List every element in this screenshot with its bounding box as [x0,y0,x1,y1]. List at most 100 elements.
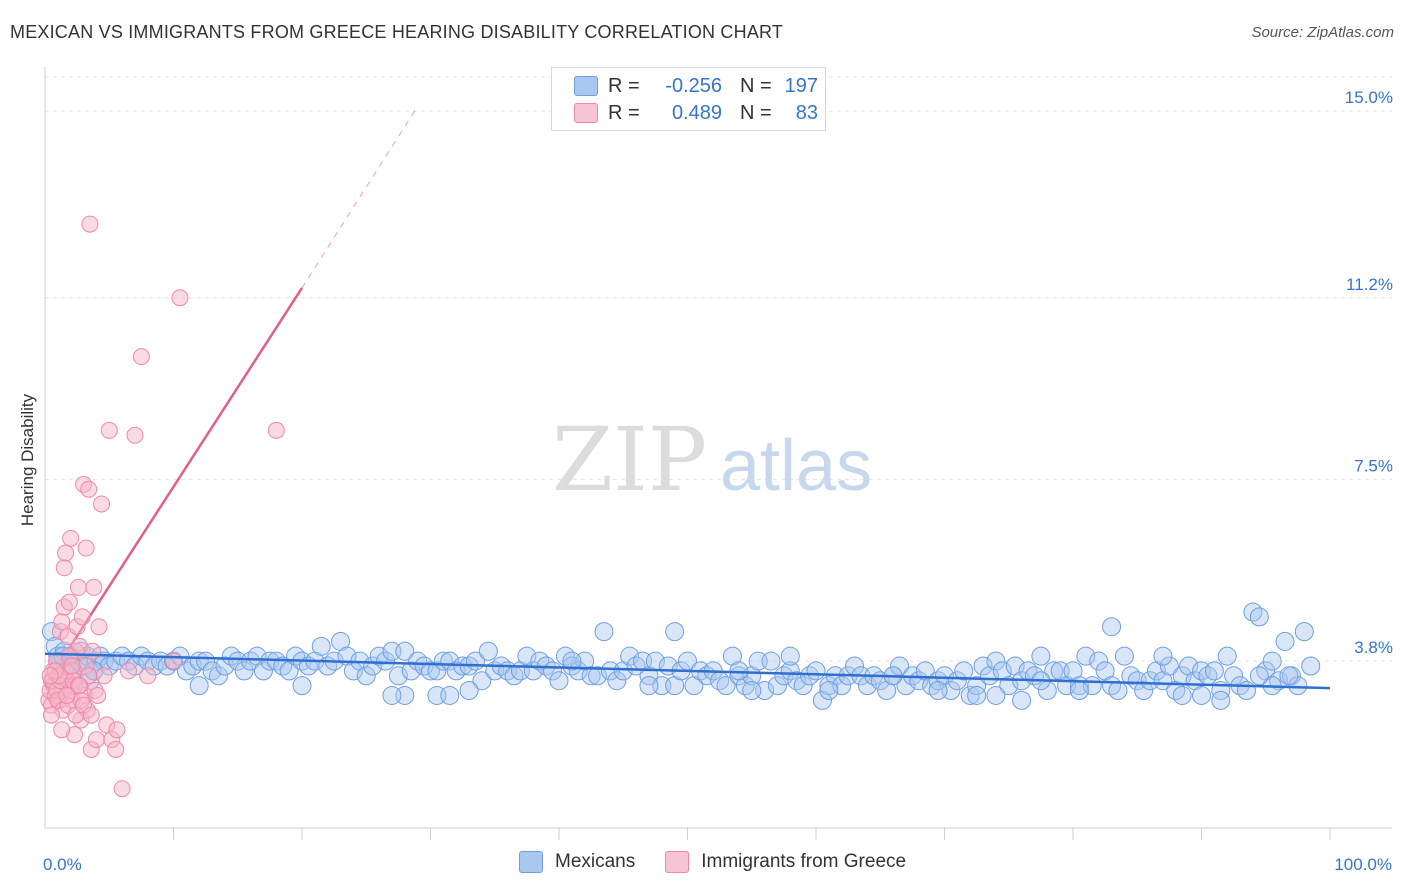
trend-line-blue [44,652,1331,690]
data-point [890,656,910,676]
legend-swatch-blue [519,851,543,873]
data-point [806,661,826,681]
data-point [774,666,794,686]
data-point [100,421,118,439]
n-label: N = [740,74,772,97]
data-point [1159,656,1179,676]
y-tick-label: 3.8% [1354,638,1393,657]
data-point [446,661,466,681]
data-point [253,661,273,681]
tick-labels: 3.8% 7.5% 11.2% 15.0% 0.0% 100.0% [43,88,1393,874]
data-point [1249,607,1269,627]
data-point [1089,651,1109,671]
data-point [90,618,108,636]
axes [44,67,1392,840]
x-tick-label: 100.0% [1334,855,1392,874]
gridlines [45,76,1392,662]
n-value: 197 [784,74,818,97]
data-point [832,676,852,696]
trend-line-pink-extension [301,106,419,289]
data-point [1012,690,1032,710]
data-point [562,656,582,676]
data-point [1121,666,1141,686]
data-point [1275,631,1295,651]
data-point [165,652,182,670]
data-point [107,740,125,758]
data-point [120,662,138,680]
data-point [800,666,820,686]
data-point [767,676,787,696]
data-point [221,646,241,666]
data-point [89,686,107,704]
data-point [208,666,228,686]
data-point [376,651,396,671]
data-point [81,215,99,233]
legend-swatch-pink [574,103,598,123]
data-point [1069,681,1089,701]
data-point [311,636,331,656]
data-point [80,480,98,498]
data-point [665,622,685,642]
data-point [1269,671,1289,691]
legend-item-greece: Immigrants from Greece [665,851,906,873]
data-point [960,685,980,705]
data-point [401,661,421,681]
data-point [267,421,285,439]
data-point [382,685,402,705]
data-point [241,651,261,671]
data-point [1102,617,1122,637]
data-point [82,706,100,724]
data-point [1192,685,1211,705]
data-point [84,642,102,660]
data-point [1134,681,1154,701]
data-point [57,544,75,562]
data-point [60,593,78,611]
data-point [73,608,91,626]
data-point [1108,681,1128,701]
data-point [639,676,659,696]
data-point [999,676,1019,696]
data-point [421,661,440,681]
data-point [928,671,948,691]
data-point [1262,651,1282,671]
data-point [202,661,222,681]
data-point [1153,646,1173,666]
data-point [973,656,993,676]
data-point [1211,690,1231,710]
data-point [819,681,839,701]
data-point [549,671,569,691]
data-point [594,622,614,642]
data-point [62,529,80,547]
legend-swatch-pink [665,851,690,873]
data-point [1076,646,1096,666]
data-point [53,721,71,739]
data-point [126,426,144,444]
chart-title: MEXICAN VS IMMIGRANTS FROM GREECE HEARIN… [10,22,784,42]
data-point [440,685,460,705]
data-point [947,671,967,691]
legend-swatch-blue [574,76,598,96]
data-point [986,651,1006,671]
data-point [369,646,389,666]
data-point [171,289,189,307]
data-point [568,661,588,681]
data-point [273,656,293,676]
data-point [292,676,312,696]
data-point [459,681,479,701]
data-point [562,651,582,671]
data-point [42,706,60,724]
data-point [234,661,254,681]
data-point [77,539,95,557]
data-point [53,613,71,631]
data-point [555,646,575,666]
data-point [108,721,126,739]
data-point [414,656,434,676]
r-value: -0.256 [665,74,722,97]
data-point [1301,656,1321,676]
y-tick-label: 15.0% [1345,88,1393,107]
data-point [986,685,1006,705]
legend-label: Immigrants from Greece [701,851,907,872]
data-point [41,667,59,685]
data-point [356,666,376,686]
data-point [478,641,498,661]
